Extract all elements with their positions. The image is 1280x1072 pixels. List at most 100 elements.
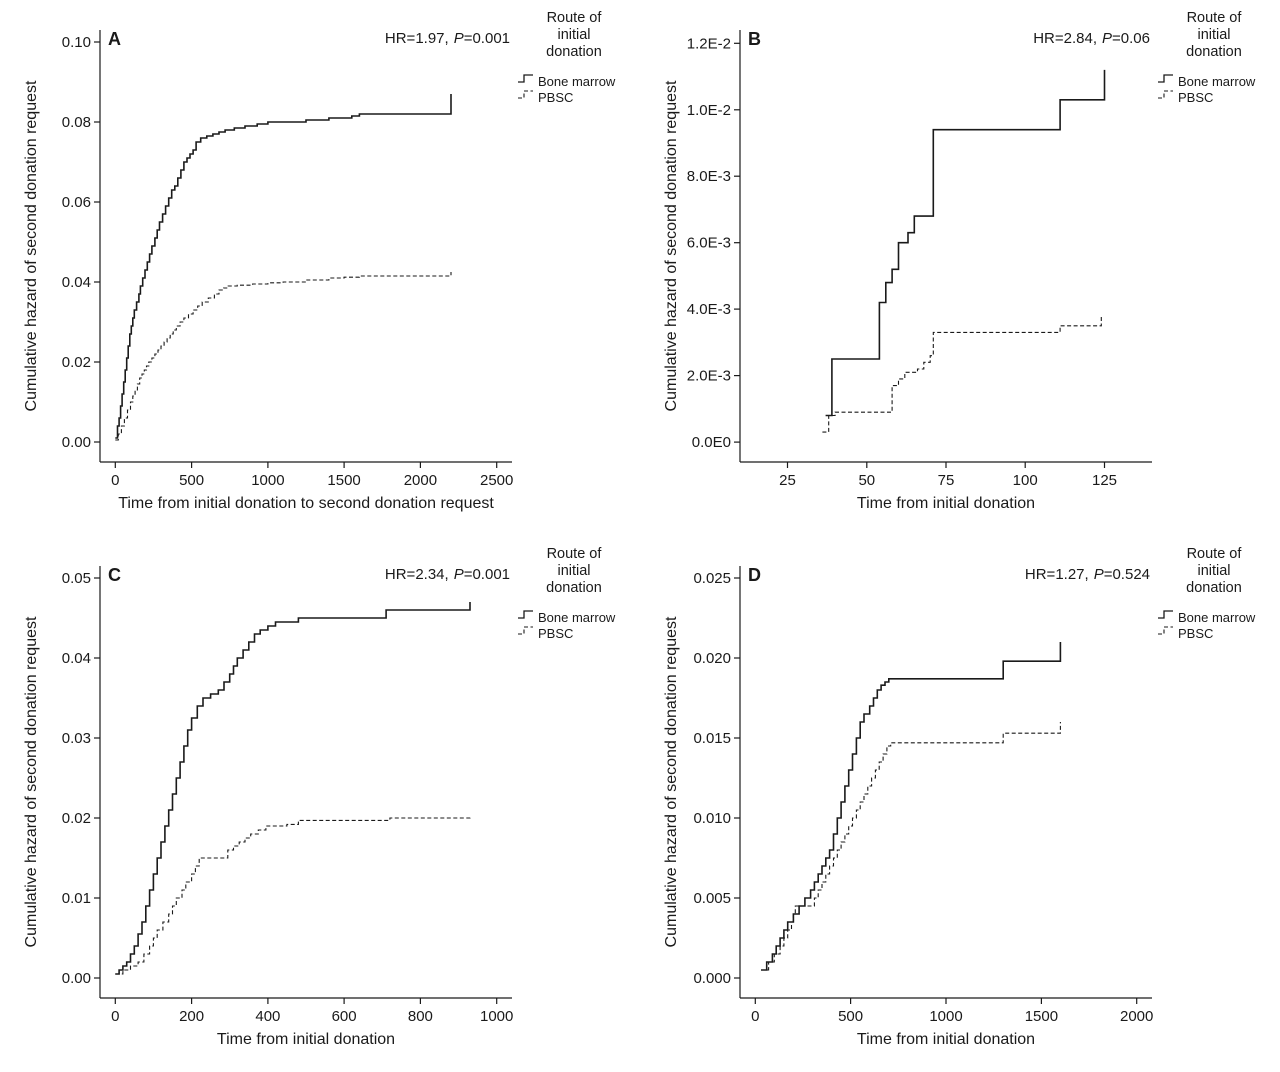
y-tick-label: 1.2E-2 bbox=[687, 35, 731, 52]
legend-title: donation bbox=[546, 580, 602, 596]
series-bone-marrow-line bbox=[115, 602, 471, 975]
legend-bone-marrow-sample-icon bbox=[518, 610, 533, 619]
panel-b: 25 50 75 100 125 0.0E0 2.0E-3 4.0E-3 6.0E-3 8.0E-… bbox=[640, 0, 1280, 536]
x-tick-label: 0 bbox=[751, 1008, 759, 1025]
chart-d: 0 500 1000 1500 2000 0.000 0.005 0.010 0.015 0.02… bbox=[663, 546, 1256, 1048]
legend-bone-marrow-sample-icon bbox=[1158, 610, 1173, 619]
x-tick-label: 50 bbox=[858, 472, 875, 489]
chart-a: 0 500 1000 1500 2000 2500 0.00 0.02 0.04 0.06 0.08… bbox=[23, 10, 616, 512]
legend-title: donation bbox=[1186, 44, 1242, 60]
x-tick-label: 800 bbox=[408, 1008, 433, 1025]
x-axis-title: Time from initial donation bbox=[217, 1031, 395, 1048]
series-bone-marrow-line bbox=[825, 69, 1106, 417]
legend-title: initial bbox=[1197, 563, 1230, 579]
legend-title: Route of bbox=[547, 546, 603, 562]
series-pbsc-line bbox=[822, 315, 1102, 433]
panel-letter: A bbox=[108, 29, 121, 49]
hr-annotation: HR=1.27, P=0.524 bbox=[1025, 566, 1150, 583]
x-tick-label: 25 bbox=[779, 472, 796, 489]
legend-title: initial bbox=[557, 27, 590, 43]
legend-title: Route of bbox=[1187, 546, 1243, 562]
x-tick-label: 1000 bbox=[480, 1008, 513, 1025]
y-axis-title: Cumulative hazard of second donation req… bbox=[663, 616, 680, 947]
chart-b: 25 50 75 100 125 0.0E0 2.0E-3 4.0E-3 6.0E-3 8.0E-… bbox=[663, 10, 1256, 512]
y-tick-label: 4.0E-3 bbox=[687, 301, 731, 318]
legend-pbsc-sample-icon bbox=[518, 626, 533, 635]
x-tick-label: 2000 bbox=[404, 472, 437, 489]
x-tick-label: 0 bbox=[111, 1008, 119, 1025]
hr-annotation: HR=1.97, P=0.001 bbox=[385, 30, 510, 47]
y-axis-title: Cumulative hazard of second donation req… bbox=[23, 80, 40, 411]
x-tick-label: 2500 bbox=[480, 472, 513, 489]
x-tick-label: 1500 bbox=[327, 472, 360, 489]
legend-pbsc-sample-icon bbox=[1158, 90, 1173, 99]
x-tick-label: 125 bbox=[1092, 472, 1117, 489]
x-tick-label: 2000 bbox=[1120, 1008, 1153, 1025]
x-tick-label: 500 bbox=[838, 1008, 863, 1025]
y-axis-title: Cumulative hazard of second donation req… bbox=[663, 80, 680, 411]
legend-item-label: PBSC bbox=[538, 90, 573, 105]
y-tick-label: 8.0E-3 bbox=[687, 168, 731, 185]
y-tick-label: 6.0E-3 bbox=[687, 235, 731, 252]
panel-letter: B bbox=[748, 29, 761, 49]
y-tick-label: 0.000 bbox=[693, 970, 731, 987]
legend-title: donation bbox=[546, 44, 602, 60]
x-tick-label: 1000 bbox=[929, 1008, 962, 1025]
legend-item-label: PBSC bbox=[538, 626, 573, 641]
legend-item-label: PBSC bbox=[1178, 90, 1213, 105]
panel-letter: C bbox=[108, 565, 121, 585]
hr-annotation: HR=2.84, P=0.06 bbox=[1033, 30, 1150, 47]
legend-pbsc-sample-icon bbox=[518, 90, 533, 99]
legend-title: initial bbox=[557, 563, 590, 579]
panel-c: 0 200 400 600 800 1000 0.00 0.01 0.02 0.03 0.04 0.0… bbox=[0, 536, 640, 1072]
series-bone-marrow-line bbox=[761, 642, 1062, 971]
panel-d: 0 500 1000 1500 2000 0.000 0.005 0.010 0.015 0.02… bbox=[640, 536, 1280, 1072]
y-tick-label: 0.00 bbox=[62, 434, 91, 451]
y-tick-label: 0.020 bbox=[693, 650, 731, 667]
y-axis-title: Cumulative hazard of second donation req… bbox=[23, 616, 40, 947]
series-pbsc-line bbox=[761, 722, 1061, 971]
legend-title: donation bbox=[1186, 580, 1242, 596]
series-bone-marrow-line bbox=[115, 94, 452, 439]
y-tick-label: 0.00 bbox=[62, 970, 91, 987]
legend-item-label: PBSC bbox=[1178, 626, 1213, 641]
chart-c: 0 200 400 600 800 1000 0.00 0.01 0.02 0.03 0.04 0.0… bbox=[23, 546, 616, 1048]
legend-pbsc-sample-icon bbox=[1158, 626, 1173, 635]
legend-bone-marrow-sample-icon bbox=[1158, 74, 1173, 83]
y-tick-label: 0.05 bbox=[62, 570, 91, 587]
x-tick-label: 100 bbox=[1013, 472, 1038, 489]
x-axis-title: Time from initial donation bbox=[857, 1031, 1035, 1048]
x-tick-label: 400 bbox=[255, 1008, 280, 1025]
x-axis-title: Time from initial donation to second don… bbox=[118, 495, 494, 512]
y-tick-label: 0.04 bbox=[62, 274, 91, 291]
x-tick-label: 200 bbox=[179, 1008, 204, 1025]
y-tick-label: 0.02 bbox=[62, 354, 91, 371]
x-tick-label: 1000 bbox=[251, 472, 284, 489]
x-tick-label: 500 bbox=[179, 472, 204, 489]
y-tick-label: 0.0E0 bbox=[692, 434, 731, 451]
panel-a: 0 500 1000 1500 2000 2500 0.00 0.02 0.04 0.06 0.08… bbox=[0, 0, 640, 536]
legend-title: initial bbox=[1197, 27, 1230, 43]
legend-item-label: Bone marrow bbox=[538, 610, 616, 625]
x-tick-label: 1500 bbox=[1025, 1008, 1058, 1025]
y-tick-label: 0.03 bbox=[62, 730, 91, 747]
y-tick-label: 0.04 bbox=[62, 650, 91, 667]
series-pbsc-line bbox=[115, 272, 452, 441]
y-tick-label: 1.0E-2 bbox=[687, 102, 731, 119]
legend-item-label: Bone marrow bbox=[1178, 74, 1256, 89]
x-tick-label: 0 bbox=[111, 472, 119, 489]
legend-title: Route of bbox=[1187, 10, 1243, 26]
panel-letter: D bbox=[748, 565, 761, 585]
y-tick-label: 0.02 bbox=[62, 810, 91, 827]
x-axis-title: Time from initial donation bbox=[857, 495, 1035, 512]
y-tick-label: 0.015 bbox=[693, 730, 731, 747]
series-pbsc-line bbox=[115, 816, 471, 975]
y-tick-label: 0.01 bbox=[62, 890, 91, 907]
legend-item-label: Bone marrow bbox=[1178, 610, 1256, 625]
legend-title: Route of bbox=[547, 10, 603, 26]
y-tick-label: 2.0E-3 bbox=[687, 368, 731, 385]
y-tick-label: 0.010 bbox=[693, 810, 731, 827]
y-tick-label: 0.005 bbox=[693, 890, 731, 907]
y-tick-label: 0.10 bbox=[62, 34, 91, 51]
